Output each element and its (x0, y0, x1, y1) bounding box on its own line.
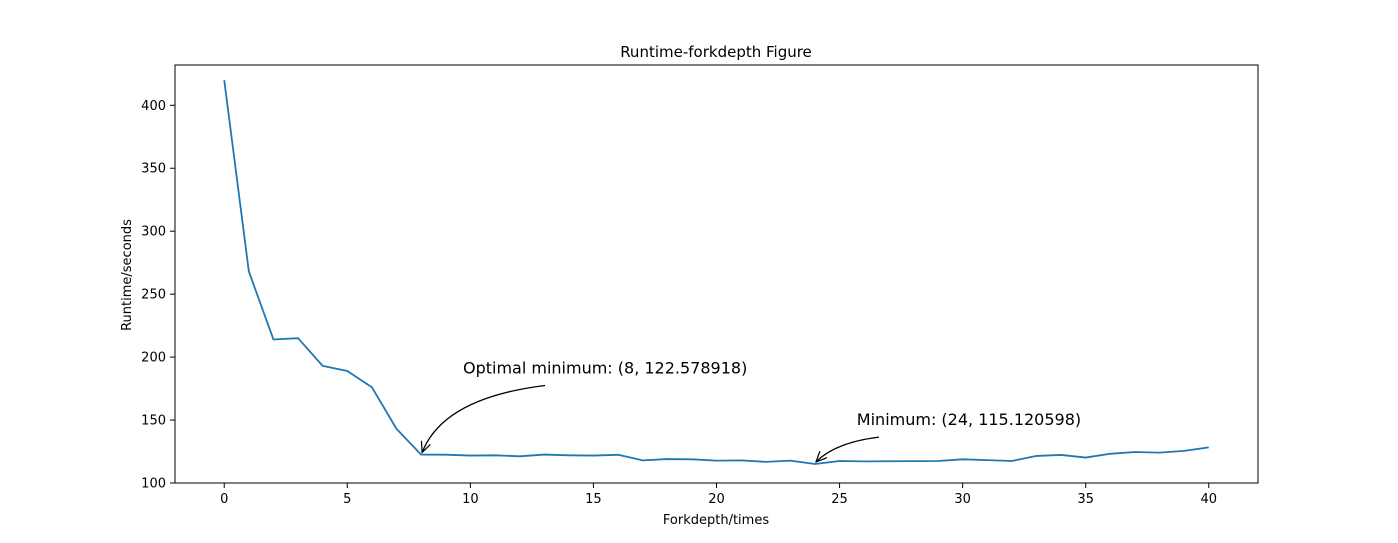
x-tick-label: 10 (462, 492, 479, 507)
y-axis-label: Runtime/seconds (120, 219, 135, 331)
x-tick-label: 0 (220, 492, 228, 507)
annotations: Optimal minimum: (8, 122.578918) Minimum:… (422, 358, 1081, 461)
annotation-arrow (816, 436, 880, 462)
x-tick-label: 25 (831, 492, 848, 507)
y-tick-label: 350 (141, 162, 166, 177)
x-axis: 0 5 10 15 20 25 30 35 40 (220, 483, 1217, 507)
series-line (223, 79, 1209, 465)
annotation-arrow (422, 384, 546, 452)
y-tick-label: 150 (141, 414, 166, 429)
y-tick-label: 250 (141, 288, 166, 303)
y-tick-label: 400 (141, 99, 166, 114)
plot-frame (174, 64, 1259, 484)
x-tick-label: 35 (1077, 492, 1094, 507)
x-tick-label: 30 (954, 492, 971, 507)
plot-area (223, 79, 1209, 465)
x-tick-label: 15 (585, 492, 602, 507)
y-tick-label: 200 (141, 351, 166, 366)
x-tick-label: 5 (343, 492, 351, 507)
y-tick-label: 300 (141, 225, 166, 240)
x-axis-label: Forkdepth/times (663, 513, 769, 528)
annotation-label: Minimum: (24, 115.120598) (857, 410, 1081, 429)
y-axis: 100 150 200 250 300 350 400 (141, 99, 175, 492)
chart-title: Runtime-forkdepth Figure (620, 43, 812, 61)
y-tick-label: 100 (141, 477, 166, 492)
x-tick-label: 40 (1200, 492, 1217, 507)
x-tick-label: 20 (708, 492, 725, 507)
annotation-label: Optimal minimum: (8, 122.578918) (463, 358, 747, 377)
